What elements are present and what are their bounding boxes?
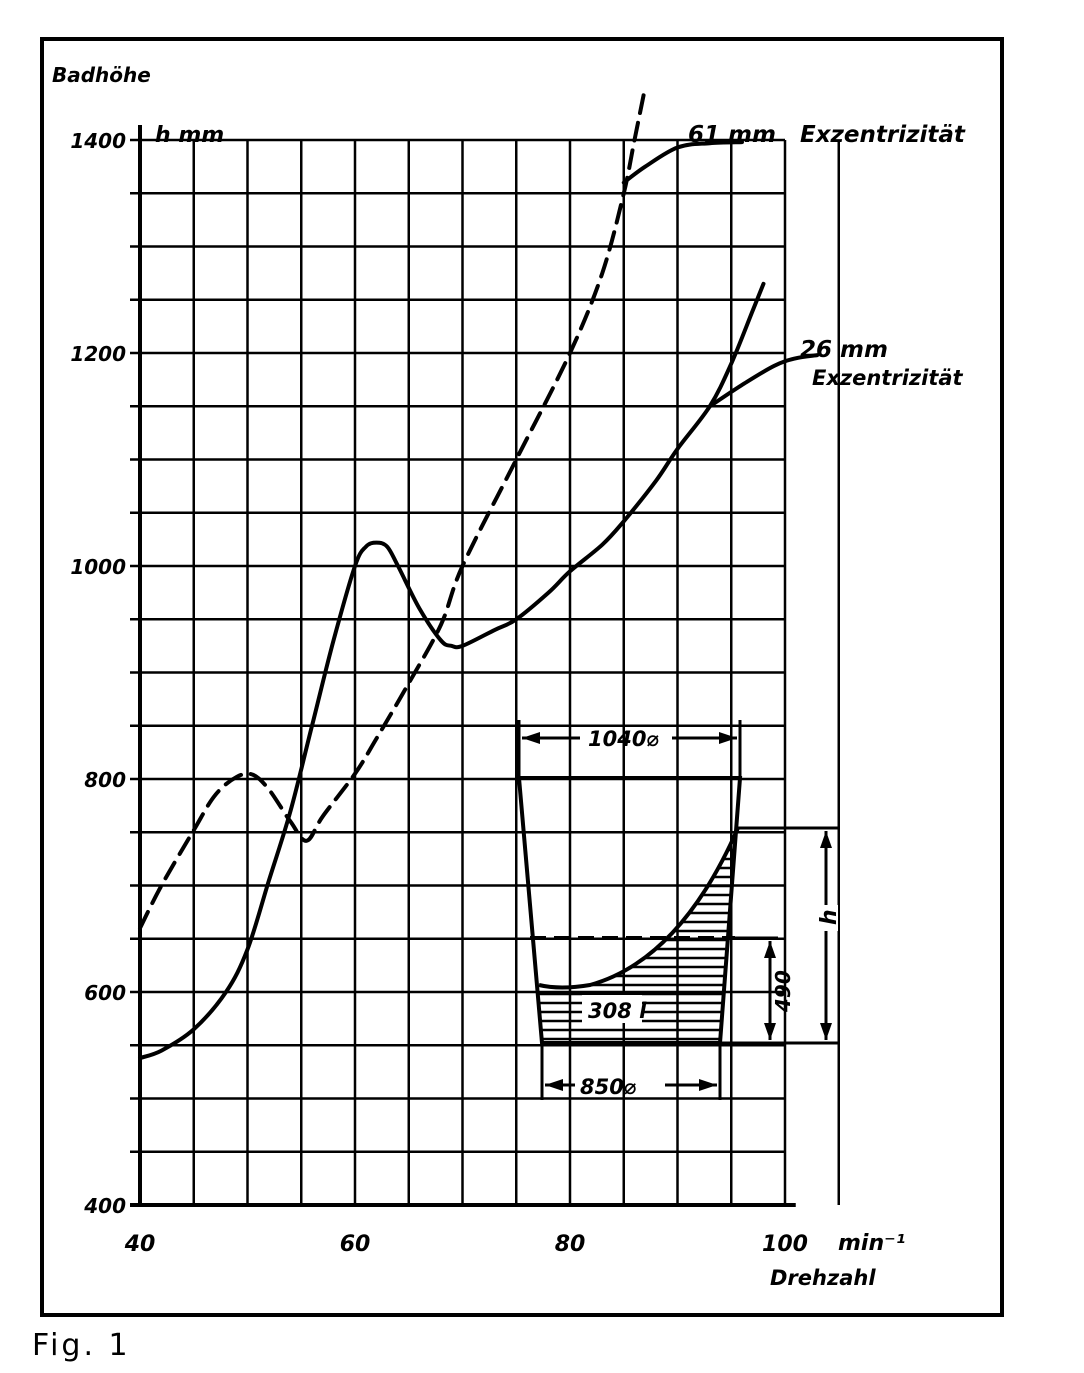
figure-caption: Fig. 1 <box>32 1328 131 1363</box>
tick-labels: 400 600 800 1000 1200 1400 40 60 80 100 <box>70 129 808 1257</box>
x-tick-label: 40 <box>124 1232 156 1257</box>
series-label-61mm: 61 mm <box>688 122 776 148</box>
y-tick-label: 1400 <box>70 129 126 153</box>
x-tick-label: 60 <box>340 1232 371 1257</box>
vortex-surface-curve <box>538 827 740 990</box>
height-symbol-label: h <box>817 909 842 925</box>
bottom-diameter-label: 850⌀ <box>580 1075 636 1099</box>
volume-label: 308 l <box>588 999 647 1023</box>
series-label-26mm: 26 mm <box>800 337 888 363</box>
series-line-1 <box>621 140 744 185</box>
x-axis-label: Drehzahl <box>770 1266 876 1290</box>
arrowhead <box>820 1023 832 1040</box>
static-level-label: 490 <box>771 970 795 1013</box>
y-tick-label: 600 <box>84 981 126 1005</box>
arrowhead <box>719 732 737 744</box>
y-axis-label: Badhöhe <box>52 63 151 87</box>
series-line-0 <box>138 84 648 931</box>
h-label-bg <box>816 905 838 931</box>
y-tick-label: 1200 <box>70 342 126 366</box>
arrowhead <box>764 941 776 958</box>
container-inset-diagram: 1040⌀ 850⌀ 490 h 308 l <box>516 720 842 1100</box>
arrowhead <box>820 831 832 848</box>
y-tick-label: 400 <box>83 1194 126 1218</box>
x-axis-unit: min⁻¹ <box>838 1231 905 1256</box>
x-tick-label: 100 <box>762 1232 808 1257</box>
series-label-26mm-ecc: Exzentrizität <box>812 366 964 390</box>
arrowhead <box>699 1079 717 1091</box>
axes <box>130 125 796 1207</box>
series-label-61mm-ecc: Exzentrizität <box>800 122 966 148</box>
series-line-2 <box>138 281 766 1060</box>
volume-label-bg <box>582 995 642 1023</box>
top-diameter-label: 1040⌀ <box>588 727 659 751</box>
x-tick-label: 80 <box>555 1232 586 1257</box>
figure-frame <box>40 37 1004 1317</box>
y-axis-unit: h mm <box>155 123 224 148</box>
series-line-3 <box>707 353 820 409</box>
arrowhead <box>764 1023 776 1040</box>
y-tick-label: 800 <box>84 768 126 792</box>
arrowhead <box>522 732 540 744</box>
series-lines <box>138 84 820 1060</box>
arrowhead <box>545 1079 563 1091</box>
grid <box>130 138 840 1207</box>
y-tick-label: 1000 <box>70 555 126 579</box>
